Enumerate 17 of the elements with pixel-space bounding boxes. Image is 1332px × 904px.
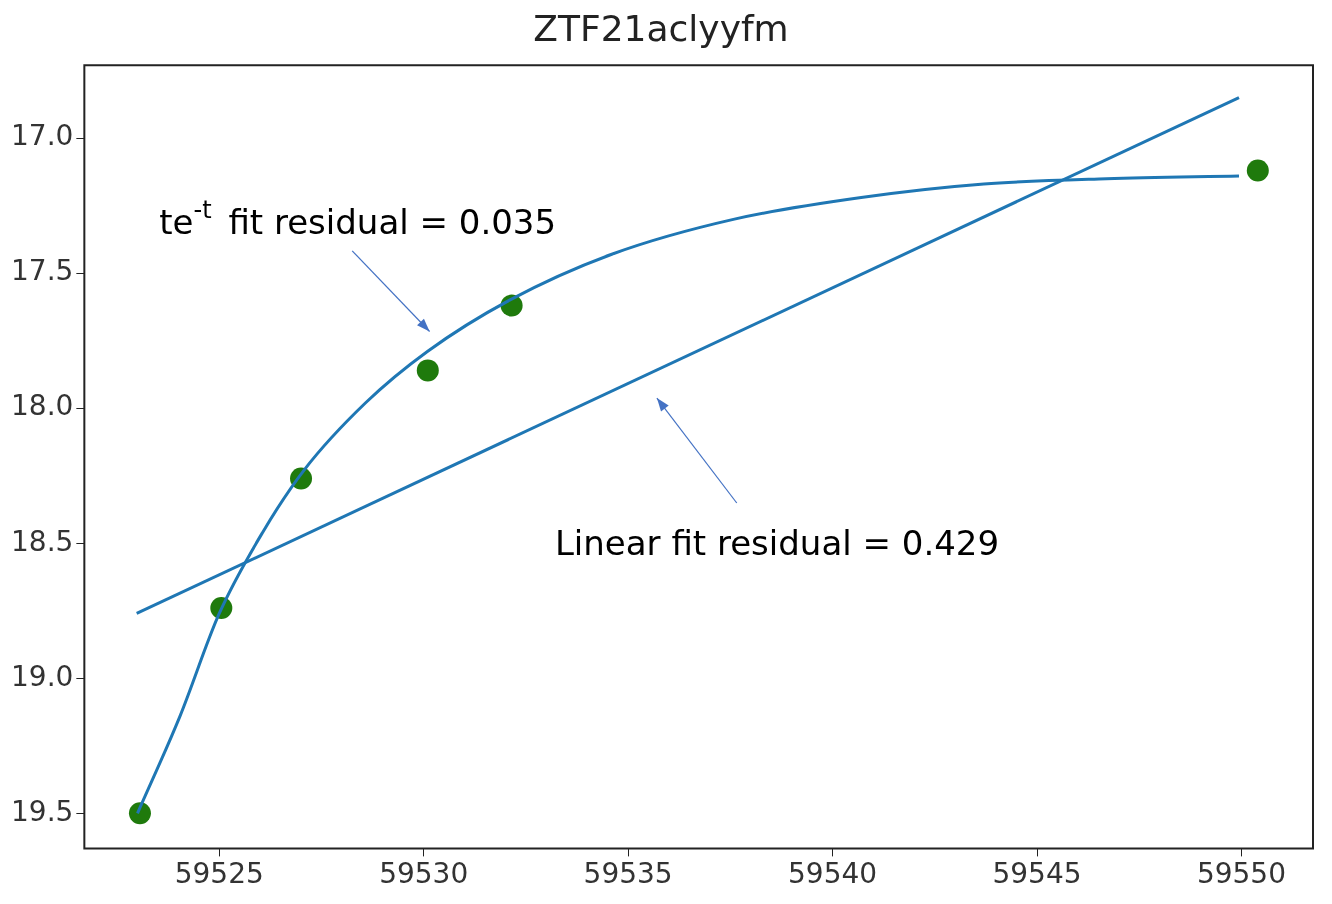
chart-title: ZTF21aclyyfm bbox=[533, 7, 789, 49]
x-tick-label: 59530 bbox=[379, 857, 469, 891]
y-tick-label: 19.0 bbox=[11, 659, 74, 693]
point bbox=[128, 802, 151, 825]
annotation: Linear fit residual = 0.429 bbox=[554, 523, 1000, 564]
y-tick-label: 19.5 bbox=[11, 794, 74, 828]
x-tick-label: 59545 bbox=[992, 857, 1082, 891]
point bbox=[416, 359, 439, 382]
y-tick-label: 18.0 bbox=[11, 389, 74, 423]
x-tick-label: 59550 bbox=[1196, 857, 1286, 891]
x-tick-label: 59525 bbox=[174, 857, 264, 891]
y-tick-label: 17.5 bbox=[11, 254, 74, 288]
y-tick-label: 18.5 bbox=[11, 524, 74, 558]
y-tick-label: 17.0 bbox=[11, 119, 74, 153]
x-tick-label: 59535 bbox=[583, 857, 673, 891]
x-tick-label: 59540 bbox=[788, 857, 878, 891]
point bbox=[1246, 159, 1269, 182]
